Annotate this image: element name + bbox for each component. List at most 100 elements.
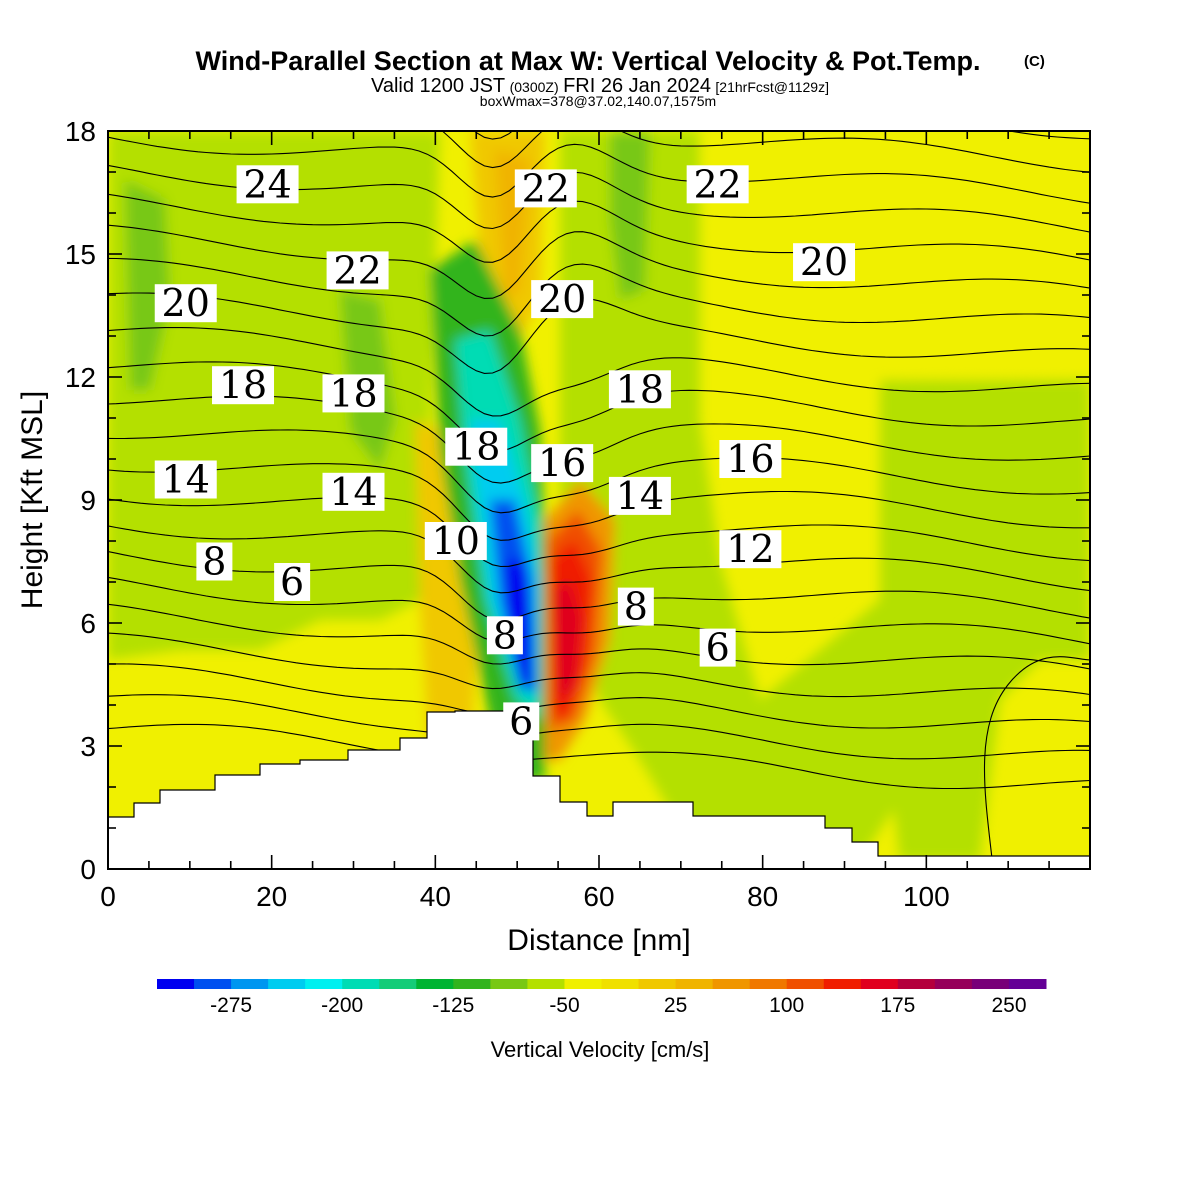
contour-label-text: 8 (624, 585, 648, 629)
colorbar-swatch (1008, 979, 1047, 989)
theta-contour-line (108, 551, 1090, 621)
contour-label: 24 (236, 162, 299, 206)
colorbar-swatch (712, 979, 751, 989)
contour-label-box (503, 702, 540, 741)
vv-region-darkgreen-c (610, 131, 650, 300)
y-axis-label: Height [Kft MSL] (16, 391, 49, 609)
contour-label-box (514, 169, 577, 208)
colorbar-swatch (971, 979, 1010, 989)
terrain-mask (108, 710, 1090, 869)
contour-label-text: 22 (522, 166, 570, 210)
theta-contour-line (108, 326, 1090, 417)
colorbar-swatch (453, 979, 491, 989)
colorbar-tick-label: 250 (991, 994, 1026, 1017)
contour-label-text: 6 (280, 560, 304, 604)
y-tick-label: 3 (80, 731, 96, 762)
contour-label: 14 (322, 470, 385, 514)
colorbar-tick-label: -275 (210, 994, 252, 1017)
colorbar-tick-label: -200 (321, 994, 363, 1017)
contour-label-box (196, 542, 233, 581)
contour-label: 18 (322, 371, 385, 415)
colorbar-swatch (897, 979, 936, 989)
theta-contour-line (108, 193, 1090, 263)
theta-contour-line (108, 632, 1090, 698)
copyright-mark: (C) (1024, 53, 1045, 70)
x-axis-label: Distance [nm] (507, 924, 690, 957)
colorbar-swatch (416, 979, 454, 989)
contour-label: 22 (326, 248, 389, 292)
contour-label-text: 20 (162, 281, 210, 325)
colorbar-swatch (823, 979, 862, 989)
y-tick-label: 15 (65, 239, 96, 270)
colorbar-swatch (379, 979, 417, 989)
potential-temperature-contours (108, 0, 1090, 857)
theta-contour-line (108, 463, 1090, 541)
x-tick-label: 40 (420, 881, 451, 912)
y-tick-label: 0 (80, 854, 96, 885)
contour-label: 6 (699, 626, 736, 670)
contour-label-box (154, 284, 217, 323)
colorbar-swatch (638, 979, 677, 989)
theta-contour-line (108, 292, 1090, 374)
contour-label: 8 (486, 613, 523, 657)
colorbar-swatch (490, 979, 528, 989)
contour-label-text: 24 (243, 162, 291, 206)
contour-label-box (322, 374, 385, 413)
chart-title: Wind-Parallel Section at Max W: Vertical… (196, 46, 981, 76)
vv-region-green-right (880, 380, 1090, 860)
contour-label-box (608, 370, 671, 409)
colorbar-tick-label: -50 (549, 994, 579, 1017)
contour-label-box (154, 460, 217, 499)
theta-contour-line (108, 576, 1090, 645)
theta-contour-line (108, 603, 1090, 670)
colorbar-swatch (786, 979, 825, 989)
colorbar-swatch (268, 979, 306, 989)
contour-label-text: 18 (219, 363, 267, 407)
contour-label-text: 14 (616, 474, 664, 518)
contour-label-text: 18 (616, 367, 664, 411)
colorbar-swatch (860, 979, 899, 989)
x-tick-label: 20 (256, 881, 287, 912)
colorbar-tick-label: 25 (664, 994, 687, 1017)
axis-tick-labels: 0 20 40 60 80 100 0 3 6 9 12 15 18 (65, 116, 950, 912)
contour-label: 20 (793, 240, 856, 284)
contour-label: 18 (608, 367, 671, 411)
contour-label-box (445, 427, 508, 466)
x-tick-label: 80 (747, 881, 778, 912)
contour-label-text: 12 (726, 527, 774, 571)
vv-region-updraft-core (553, 580, 582, 700)
contour-label-text: 14 (329, 470, 377, 514)
contour-label-text: 16 (538, 441, 586, 485)
y-tick-label: 9 (80, 485, 96, 516)
y-tick-label: 12 (65, 362, 96, 393)
theta-contour-line (108, 136, 1090, 204)
colorbar-swatch (934, 979, 973, 989)
colorbar-swatch (342, 979, 380, 989)
theta-contour-line (108, 429, 1090, 514)
contour-label-text: 16 (726, 437, 774, 481)
colorbar-tick-label: 175 (880, 994, 915, 1017)
contour-label: 14 (154, 458, 217, 502)
colorbar: -275 -200 -125 -50 25 100 175 250 (157, 979, 1047, 1017)
axis-ticks (107, 130, 1091, 870)
contour-label: 16 (719, 437, 782, 481)
colorbar-swatch (675, 979, 714, 989)
theta-contour-line (108, 257, 1090, 337)
theta-contour-line (108, 663, 1090, 729)
contour-label-box (236, 165, 299, 204)
contour-label: 6 (274, 560, 311, 604)
x-tick-label: 60 (583, 881, 614, 912)
colorbar-tick-label: 100 (769, 994, 804, 1017)
contour-label: 20 (154, 281, 217, 325)
contour-label-box (793, 243, 856, 282)
contour-label-box (531, 280, 594, 319)
theta-contour-line (108, 361, 1090, 452)
contour-label-text: 6 (706, 626, 730, 670)
contour-label-text: 18 (452, 425, 500, 469)
contour-label-text: 8 (493, 613, 517, 657)
theta-contour-line (108, 0, 1090, 13)
y-tick-label: 18 (65, 116, 96, 147)
